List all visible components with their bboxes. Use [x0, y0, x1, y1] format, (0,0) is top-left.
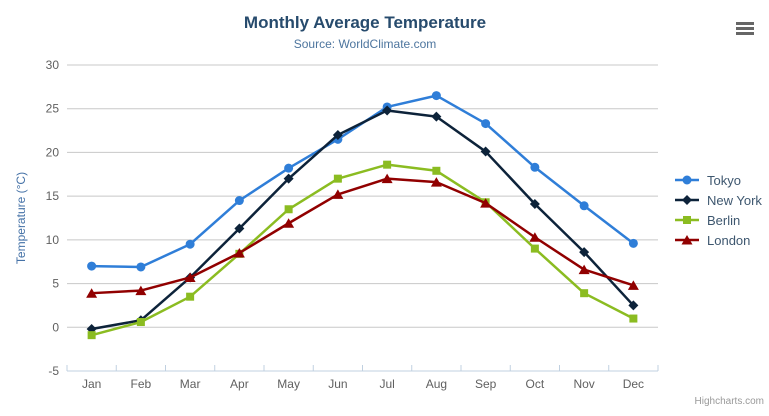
legend-item-label: London: [707, 232, 751, 248]
svg-text:20: 20: [46, 145, 60, 159]
svg-text:May: May: [277, 377, 300, 391]
legend-item-label: Tokyo: [707, 172, 741, 188]
legend-item-new-york[interactable]: New York: [674, 190, 762, 210]
svg-text:Mar: Mar: [180, 377, 201, 391]
legend-marker-icon: [675, 235, 699, 245]
svg-text:Aug: Aug: [426, 377, 447, 391]
svg-text:Apr: Apr: [230, 377, 249, 391]
legend-item-tokyo[interactable]: Tokyo: [674, 170, 762, 190]
svg-text:Jun: Jun: [328, 377, 347, 391]
legend: Tokyo New York Berlin London: [674, 170, 762, 250]
legend-item-london[interactable]: London: [674, 230, 762, 250]
highcharts-credit-link[interactable]: Highcharts.com: [694, 396, 764, 407]
legend-item-berlin[interactable]: Berlin: [674, 210, 762, 230]
legend-marker-icon: [675, 195, 699, 205]
svg-text:Sep: Sep: [475, 377, 497, 391]
svg-text:Feb: Feb: [131, 377, 152, 391]
svg-text:25: 25: [46, 102, 60, 116]
svg-text:Oct: Oct: [526, 377, 545, 391]
svg-text:Nov: Nov: [573, 377, 594, 391]
context-menu-button[interactable]: [733, 17, 757, 39]
svg-text:Jan: Jan: [82, 377, 101, 391]
svg-text:15: 15: [46, 189, 60, 203]
svg-text:Jul: Jul: [379, 377, 394, 391]
svg-text:-5: -5: [48, 364, 59, 378]
svg-text:10: 10: [46, 233, 60, 247]
legend-marker-icon: [675, 216, 699, 224]
legend-item-label: New York: [707, 192, 762, 208]
legend-marker-icon: [675, 175, 699, 185]
legend-item-label: Berlin: [707, 212, 741, 228]
svg-text:Dec: Dec: [623, 377, 644, 391]
chart-subtitle: Source: WorldClimate.com: [293, 37, 437, 51]
svg-text:30: 30: [46, 58, 60, 72]
svg-text:Temperature (°C): Temperature (°C): [14, 172, 28, 264]
svg-text:0: 0: [52, 320, 59, 334]
chart-title: Monthly Average Temperature: [243, 13, 487, 32]
svg-text:5: 5: [52, 277, 59, 291]
